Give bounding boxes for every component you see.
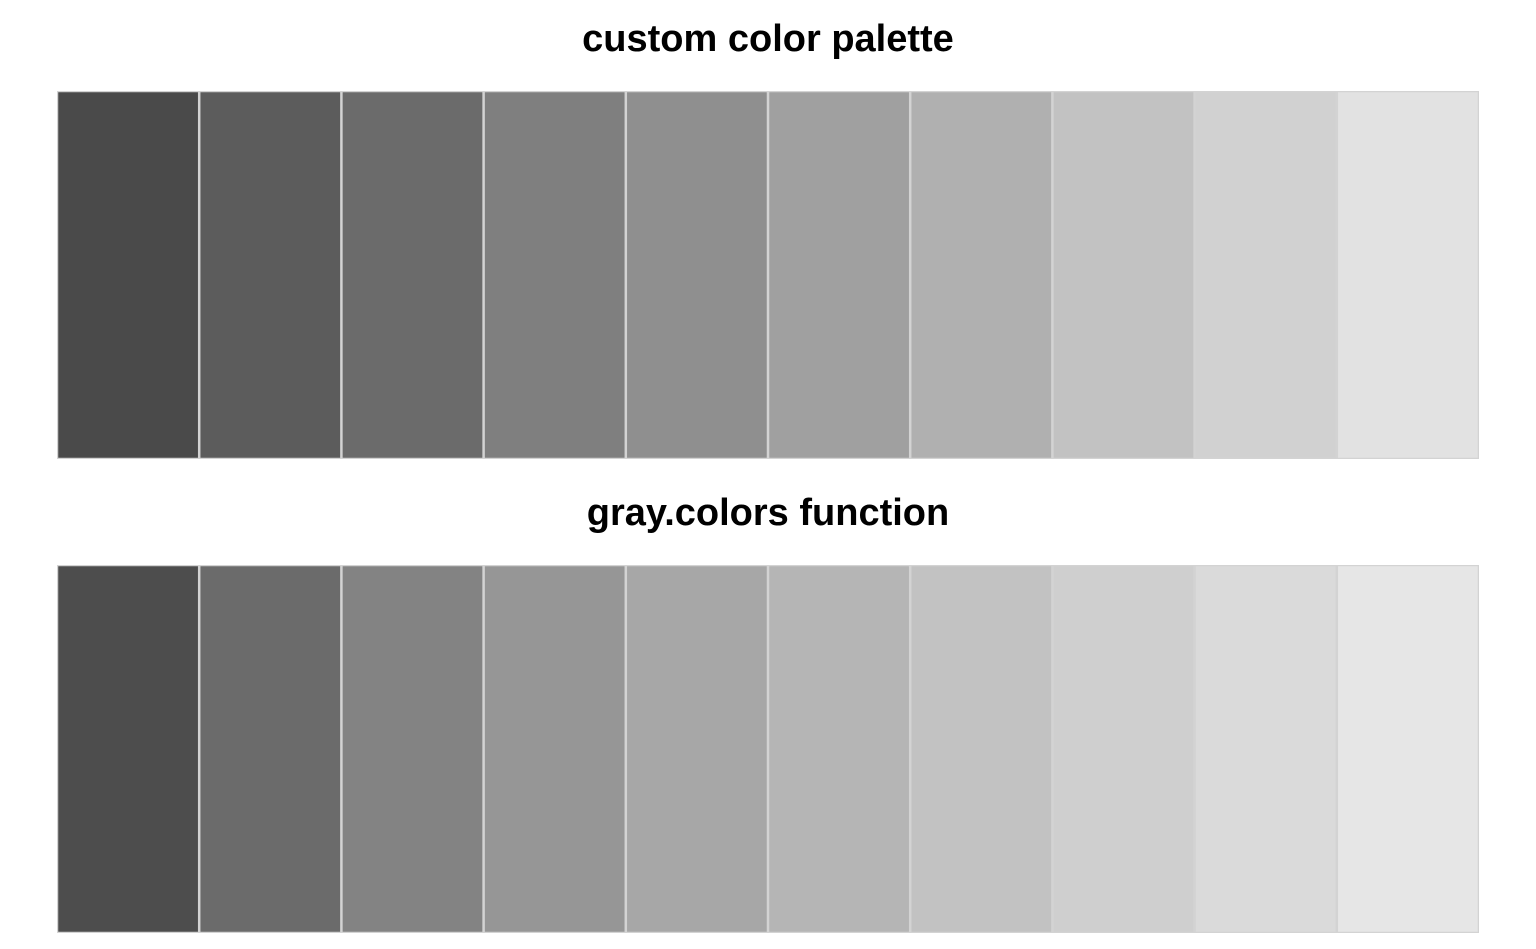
palette-swatch-2 [198,565,342,933]
palette-swatch-4 [483,565,627,933]
chart-title-gray-colors: gray.colors function [586,492,950,534]
palette-swatch-1 [57,91,200,459]
palette-swatch-5 [625,91,769,459]
palette-swatch-5 [625,565,769,933]
palette-swatch-8 [1052,565,1195,933]
palette-swatch-9 [1194,91,1338,459]
palette-swatch-2 [198,91,342,459]
palette-swatch-4 [483,91,627,459]
palette-swatch-7 [909,91,1053,459]
palette-swatch-7 [909,565,1053,933]
gray-colors-strip [57,565,1479,933]
palette-swatch-10 [1336,91,1479,459]
palette-swatch-9 [1194,565,1338,933]
palette-swatch-10 [1336,565,1479,933]
palette-swatch-3 [341,565,484,933]
palette-swatch-6 [767,91,911,459]
palette-swatch-6 [767,565,911,933]
chart-title-custom-palette: custom color palette [582,18,954,60]
palette-swatch-3 [341,91,484,459]
palette-swatch-1 [57,565,200,933]
custom-palette-strip [57,91,1479,459]
palette-swatch-8 [1052,91,1195,459]
